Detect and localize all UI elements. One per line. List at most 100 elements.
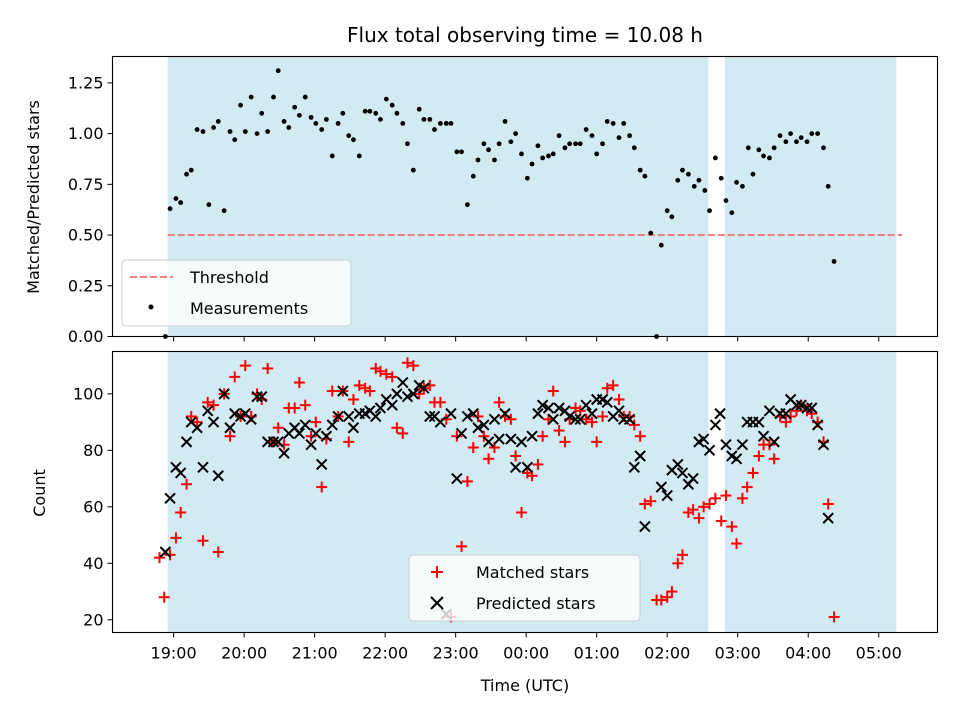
matched-star-point — [305, 430, 317, 442]
matched-star-point — [343, 436, 355, 448]
measurement-point — [308, 114, 314, 120]
matched-star-point — [293, 377, 305, 389]
measurement-point — [421, 116, 427, 122]
matched-star-point — [380, 368, 392, 380]
matched-star-point — [451, 430, 463, 442]
legend-measurements-swatch — [148, 304, 154, 310]
top-legend: Threshold Measurements — [121, 259, 352, 327]
predicted-star-point — [320, 430, 333, 442]
matched-star-point — [645, 495, 657, 507]
x-tick-label: 20:00 — [221, 644, 267, 663]
top-legend-box — [121, 259, 352, 327]
predicted-star-point — [191, 422, 203, 434]
legend-predicted-label: Predicted stars — [476, 594, 596, 613]
measurement-point — [788, 131, 793, 137]
matched-star-point — [806, 408, 818, 420]
predicted-star-point — [180, 436, 193, 448]
matched-star-point — [158, 591, 170, 603]
y-tick-label: 0.25 — [68, 276, 104, 295]
predicted-star-point — [655, 481, 668, 493]
measurement-point — [259, 110, 265, 116]
predicted-star-point — [639, 520, 651, 533]
predicted-star-point — [370, 410, 382, 423]
measurement-point — [691, 183, 697, 189]
measurement-point — [470, 173, 476, 179]
predicted-star-point — [164, 492, 176, 505]
predicted-star-point — [337, 385, 349, 397]
matched-star-point — [720, 490, 732, 502]
measurement-point — [265, 129, 271, 134]
predicted-star-point — [505, 433, 517, 445]
predicted-star-point — [159, 546, 172, 558]
y-tick-label: 0.50 — [68, 226, 104, 245]
measurement-point — [319, 127, 325, 132]
predicted-star-point — [472, 422, 484, 434]
measurement-point — [323, 116, 329, 122]
matched-star-point — [467, 442, 479, 454]
legend-threshold-label: Threshold — [189, 268, 269, 287]
observing-window-2 — [724, 56, 897, 337]
matched-star-point — [715, 515, 727, 527]
predicted-star-point — [434, 416, 447, 428]
measurement-point — [481, 141, 487, 147]
measurement-point — [546, 153, 551, 159]
measurement-point — [767, 155, 772, 161]
measurement-point — [271, 94, 276, 100]
matched-star-point — [175, 506, 187, 518]
matched-star-point — [299, 399, 311, 411]
predicted-star-point — [697, 433, 710, 445]
predicted-star-point — [703, 444, 716, 457]
top-y-axis-ticks: 0.00 0.25 0.50 0.75 1.00 1.25 — [68, 73, 113, 346]
y-tick-label: 80 — [83, 441, 103, 460]
legend-matched-label: Matched stars — [476, 563, 589, 582]
measurement-point — [227, 129, 233, 134]
matched-star-point — [747, 467, 759, 479]
measurement-point — [292, 104, 298, 110]
predicted-star-point — [326, 419, 338, 431]
matched-star-point — [672, 557, 684, 569]
measurement-point — [206, 202, 212, 208]
measurement-point — [410, 167, 416, 173]
measurement-point — [831, 259, 837, 264]
predicted-star-point — [672, 458, 684, 471]
measurement-point — [362, 108, 368, 114]
predicted-star-point — [445, 407, 457, 420]
predicted-star-point — [757, 430, 770, 442]
measurement-point — [286, 125, 292, 130]
predicted-star-point — [720, 438, 732, 451]
measurement-point — [524, 175, 530, 181]
measurement-point — [248, 94, 254, 100]
predicted-star-point — [201, 405, 214, 417]
measurement-point — [658, 242, 664, 248]
x-tick-label: 00:00 — [503, 644, 549, 663]
top-plot-frame — [111, 55, 939, 338]
predicted-star-point — [753, 416, 765, 428]
predicted-star-point — [493, 433, 505, 445]
measurement-point — [642, 173, 648, 179]
matched-star-point — [191, 416, 203, 428]
measurement-point — [313, 121, 319, 126]
matched-star-point — [741, 481, 753, 493]
predicted-star-point — [245, 413, 257, 425]
measurement-point — [296, 112, 302, 118]
measurement-point — [335, 121, 341, 126]
matched-star-point — [785, 410, 797, 422]
predicted-star-point — [553, 402, 565, 414]
predicted-star-point — [315, 458, 328, 471]
matched-star-point — [687, 504, 699, 516]
y-tick-label: 60 — [83, 497, 103, 516]
measurement-point — [459, 149, 464, 155]
measurement-point — [664, 208, 670, 214]
matched-star-point — [461, 475, 473, 487]
measurement-point — [734, 179, 739, 185]
predicted-star-point — [293, 427, 306, 440]
predicted-star-point — [499, 407, 511, 420]
measurement-point — [669, 214, 675, 220]
predicted-star-point — [687, 472, 699, 485]
bottom-x-axis-ticks: 19:00 20:00 21:00 22:00 23:00 00:00 01:00 02:00… — [151, 632, 902, 663]
legend-matched-swatch — [431, 566, 443, 578]
measurement-point — [200, 129, 206, 134]
matched-star-point — [374, 365, 386, 377]
measurement-point — [577, 141, 583, 147]
measurement-point — [302, 94, 308, 100]
